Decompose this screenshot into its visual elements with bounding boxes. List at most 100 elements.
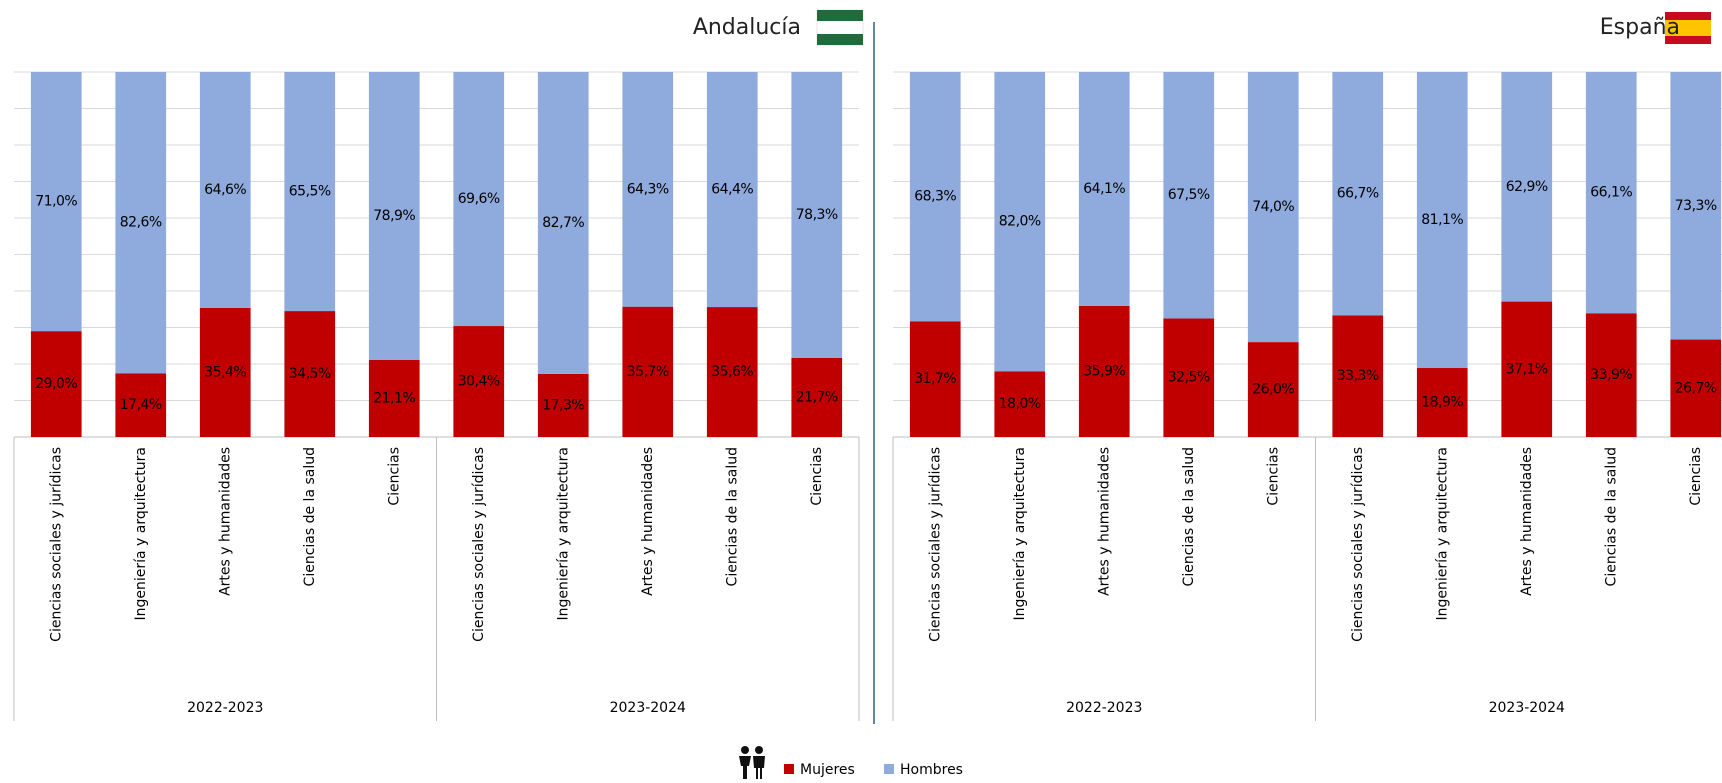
data-label: 17,4% — [120, 397, 162, 413]
group-label: 2022-2023 — [187, 700, 263, 716]
data-label: 69,6% — [458, 191, 500, 207]
data-label: 35,6% — [711, 364, 753, 380]
x-tick-label: Artes y humanidades — [217, 447, 233, 596]
x-tick-label: Ciencias de la salud — [302, 447, 318, 586]
data-label: 31,7% — [914, 371, 956, 387]
bar-segment — [1247, 342, 1299, 437]
x-tick-label: Ciencias sociales y jurídicas — [48, 447, 64, 642]
x-tick-label: Ingeniería y arquitectura — [133, 447, 149, 621]
bar-segment — [1163, 72, 1215, 319]
data-label: 78,9% — [373, 208, 415, 224]
x-tick-label: Ciencias — [1688, 447, 1704, 506]
bar-segment — [909, 72, 961, 322]
bar-segment — [706, 307, 758, 437]
x-tick-label: Ciencias de la salud — [1181, 447, 1197, 586]
bar-segment — [1247, 72, 1299, 343]
data-label: 21,7% — [796, 389, 838, 405]
group-label: 2022-2023 — [1066, 700, 1142, 716]
group-label: 2023-2024 — [610, 700, 686, 716]
flag-espana — [1665, 12, 1711, 44]
x-tick-label: Ciencias — [809, 447, 825, 506]
chart-title: Andalucía — [693, 15, 801, 40]
bar-segment — [791, 357, 843, 437]
bar-segment — [994, 371, 1046, 437]
chart-title: España — [1600, 15, 1680, 40]
bar-segment — [1585, 72, 1637, 314]
data-label: 34,5% — [289, 366, 331, 382]
data-label: 35,4% — [204, 364, 246, 380]
data-label: 62,9% — [1506, 179, 1548, 195]
data-label: 68,3% — [914, 189, 956, 205]
bar-segment — [1416, 368, 1468, 437]
x-tick-label: Ciencias — [386, 447, 402, 506]
data-label: 64,6% — [204, 182, 246, 198]
x-tick-label: Ciencias de la salud — [1603, 447, 1619, 586]
data-label: 29,0% — [35, 376, 77, 392]
data-label: 78,3% — [796, 207, 838, 223]
bar-segment — [706, 72, 758, 308]
bar-segment — [622, 306, 674, 437]
x-tick-label: Artes y humanidades — [1519, 447, 1535, 596]
data-label: 64,3% — [627, 181, 669, 197]
data-label: 71,0% — [35, 194, 77, 210]
data-label: 18,9% — [1421, 395, 1463, 411]
data-label: 67,5% — [1168, 187, 1210, 203]
bar-segment — [30, 72, 82, 332]
data-label: 26,7% — [1675, 380, 1717, 396]
bar-segment — [1332, 72, 1384, 316]
bar-segment — [622, 72, 674, 307]
legend-label: Hombres — [900, 762, 963, 778]
data-label: 21,1% — [373, 390, 415, 406]
data-label: 35,7% — [627, 364, 669, 380]
bar-segment — [1078, 72, 1130, 306]
bar-segment — [284, 311, 336, 437]
bar-segment — [909, 321, 961, 437]
data-label: 64,4% — [711, 182, 753, 198]
bar-segment — [1585, 313, 1637, 437]
x-tick-label: Ciencias sociales y jurídicas — [1350, 447, 1366, 642]
data-label: 30,4% — [458, 374, 500, 390]
bar-segment — [453, 326, 505, 437]
data-label: 26,0% — [1252, 382, 1294, 398]
bar-segment — [1416, 72, 1468, 369]
data-label: 18,0% — [999, 396, 1041, 412]
data-label: 17,3% — [542, 397, 584, 413]
bar-segment — [368, 72, 420, 360]
bar-segment — [199, 72, 251, 308]
data-label: 82,7% — [542, 215, 584, 231]
bar-segment — [368, 359, 420, 437]
data-label: 33,9% — [1590, 367, 1632, 383]
data-label: 82,0% — [999, 214, 1041, 230]
bar-segment — [1670, 72, 1722, 340]
bar-segment — [284, 72, 336, 312]
x-tick-label: Artes y humanidades — [640, 447, 656, 596]
data-label: 32,5% — [1168, 370, 1210, 386]
bar-segment — [791, 72, 843, 358]
data-label: 64,1% — [1083, 181, 1125, 197]
x-tick-label: Ingeniería y arquitectura — [1434, 447, 1450, 621]
x-tick-label: Ingeniería y arquitectura — [1012, 447, 1028, 621]
x-tick-label: Ciencias de la salud — [724, 447, 740, 586]
bar-segment — [1670, 339, 1722, 437]
bar-segment — [1078, 305, 1130, 437]
legend-icon — [739, 746, 765, 779]
bar-segment — [30, 331, 82, 437]
bar-segment — [115, 72, 167, 374]
bar-segment — [537, 373, 589, 437]
x-tick-label: Artes y humanidades — [1096, 447, 1112, 596]
bar-segment — [199, 307, 251, 437]
bar-segment — [1332, 315, 1384, 437]
data-label: 66,1% — [1590, 185, 1632, 201]
x-tick-label: Ciencias sociales y jurídicas — [471, 447, 487, 642]
data-label: 73,3% — [1675, 198, 1717, 214]
legend-label: Mujeres — [800, 762, 855, 778]
bar-segment — [994, 72, 1046, 372]
flag-andalucia — [816, 9, 864, 46]
bar-segment — [1501, 72, 1553, 302]
bar-segment — [453, 72, 505, 327]
data-label: 81,1% — [1421, 212, 1463, 228]
x-tick-label: Ingeniería y arquitectura — [555, 447, 571, 621]
data-label: 37,1% — [1506, 361, 1548, 377]
data-label: 33,3% — [1337, 368, 1379, 384]
